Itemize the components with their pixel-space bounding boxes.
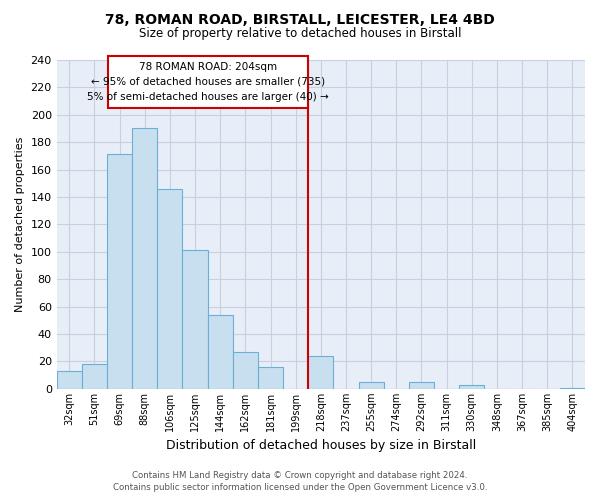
Bar bbox=[82, 364, 107, 389]
Bar bbox=[182, 250, 208, 389]
Text: Contains HM Land Registry data © Crown copyright and database right 2024.
Contai: Contains HM Land Registry data © Crown c… bbox=[113, 471, 487, 492]
Y-axis label: Number of detached properties: Number of detached properties bbox=[15, 136, 25, 312]
Bar bbox=[56, 371, 82, 389]
Bar bbox=[157, 188, 182, 389]
Bar bbox=[258, 367, 283, 389]
Bar bbox=[560, 388, 585, 389]
Bar bbox=[208, 315, 233, 389]
Text: 78 ROMAN ROAD: 204sqm
← 95% of detached houses are smaller (735)
5% of semi-deta: 78 ROMAN ROAD: 204sqm ← 95% of detached … bbox=[88, 62, 329, 102]
Bar bbox=[308, 356, 334, 389]
Bar bbox=[132, 128, 157, 389]
Bar bbox=[107, 154, 132, 389]
Text: 78, ROMAN ROAD, BIRSTALL, LEICESTER, LE4 4BD: 78, ROMAN ROAD, BIRSTALL, LEICESTER, LE4… bbox=[105, 12, 495, 26]
Bar bbox=[459, 385, 484, 389]
FancyBboxPatch shape bbox=[108, 56, 308, 108]
Bar bbox=[233, 352, 258, 389]
Text: Size of property relative to detached houses in Birstall: Size of property relative to detached ho… bbox=[139, 28, 461, 40]
Bar bbox=[409, 382, 434, 389]
Bar bbox=[359, 382, 384, 389]
X-axis label: Distribution of detached houses by size in Birstall: Distribution of detached houses by size … bbox=[166, 440, 476, 452]
